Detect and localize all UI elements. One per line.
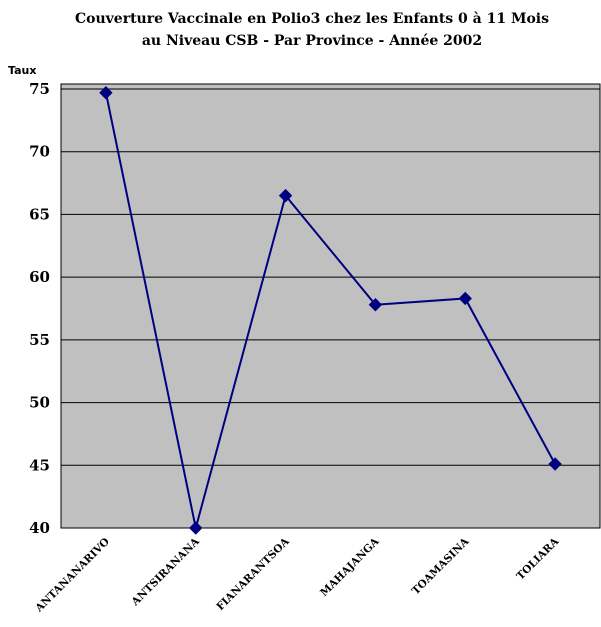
data-point-antananarivo — [99, 86, 113, 100]
y-tick-label-70: 70 — [29, 143, 50, 161]
x-tick-label-mahajanga: MAHAJANGA — [318, 535, 382, 599]
x-tick-labels: ANTANANARIVO ANTSIRANANA FIANARANTSOA MAHAJ… — [33, 535, 562, 615]
x-tick-label-antsiranana: ANTSIRANANA — [129, 535, 203, 609]
series-line — [104, 92, 556, 529]
y-tick-label-50: 50 — [29, 394, 50, 412]
x-tick-label-antananarivo: ANTANANARIVO — [33, 536, 112, 615]
x-tick-label-fianarantsoa: FIANARANTSOA — [214, 535, 292, 613]
data-point-mahajanga — [368, 298, 383, 312]
plot-area — [60, 83, 601, 529]
x-tick-label-toliara: TOLIARA — [514, 535, 561, 582]
y-tick-label-60: 60 — [29, 268, 50, 286]
y-axis-label: Taux — [8, 64, 36, 77]
series-group — [99, 86, 562, 535]
gridlines — [61, 88, 600, 529]
y-tick-labels: 40 45 50 55 60 65 70 75 — [29, 80, 50, 537]
data-point-fianarantsoa — [278, 188, 293, 203]
data-point-toliara — [548, 457, 562, 471]
x-tick-label-toamasina: TOAMASINA — [410, 535, 472, 597]
y-tick-label-55: 55 — [29, 331, 50, 349]
y-tick-label-65: 65 — [29, 205, 50, 223]
chart-title-line-1: Couverture Vaccinale en Polio3 chez les … — [75, 11, 549, 27]
chart-title-line-2: au Niveau CSB - Par Province - Année 200… — [142, 33, 482, 49]
y-tick-label-45: 45 — [29, 456, 50, 474]
data-point-antsiranana — [189, 521, 203, 535]
y-tick-label-40: 40 — [29, 519, 50, 537]
data-point-toamasina — [458, 291, 472, 306]
y-tick-label-75: 75 — [29, 80, 50, 98]
